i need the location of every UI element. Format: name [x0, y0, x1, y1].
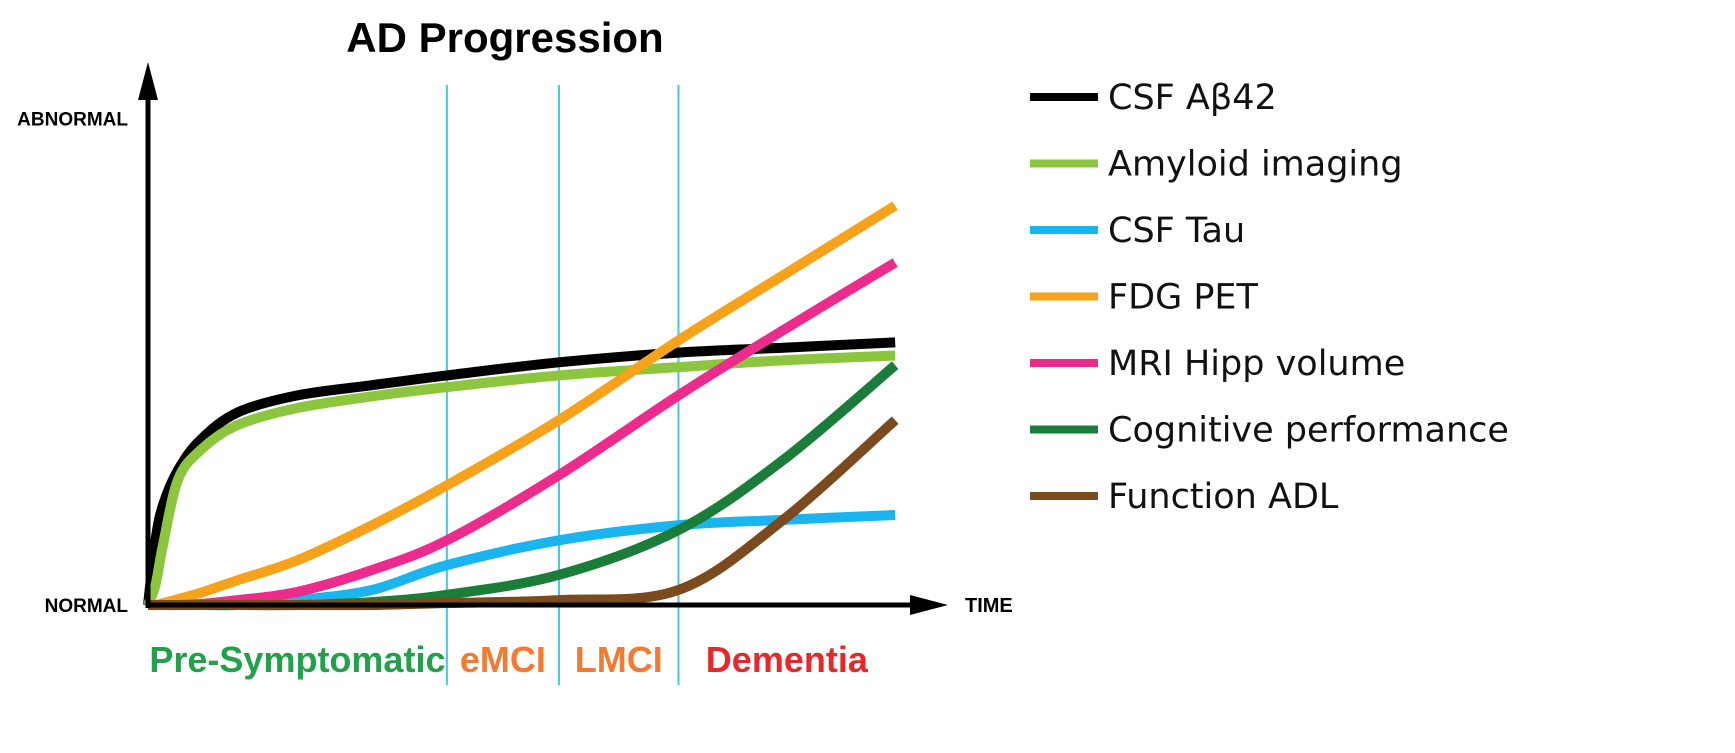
y-tick-label: ABNORMAL	[17, 110, 128, 131]
series-line	[143, 350, 896, 607]
phase-label: eMCI	[460, 639, 546, 680]
phase-label: LMCI	[575, 639, 663, 680]
x-axis-arrow	[910, 595, 948, 615]
series-line	[143, 337, 896, 606]
legend-label: FDG PET	[1108, 278, 1259, 318]
legend-label: Function ADL	[1108, 477, 1339, 517]
y-axis-arrow	[138, 62, 158, 100]
legend-label: MRI Hipp volume	[1108, 344, 1405, 384]
legend-label: Cognitive performance	[1108, 411, 1509, 451]
series-line	[148, 258, 898, 611]
legend-label: CSF Aβ42	[1108, 78, 1277, 118]
x-axis-label: TIME	[965, 595, 1013, 617]
legend-label: CSF Tau	[1108, 211, 1245, 251]
y-tick-label: NORMAL	[45, 596, 129, 617]
phase-label: Pre-Symptomatic	[149, 639, 445, 680]
chart-title: AD Progression	[346, 14, 663, 61]
series-line	[148, 510, 896, 611]
phase-label: Dementia	[706, 639, 869, 680]
legend-label: Amyloid imaging	[1108, 145, 1403, 185]
